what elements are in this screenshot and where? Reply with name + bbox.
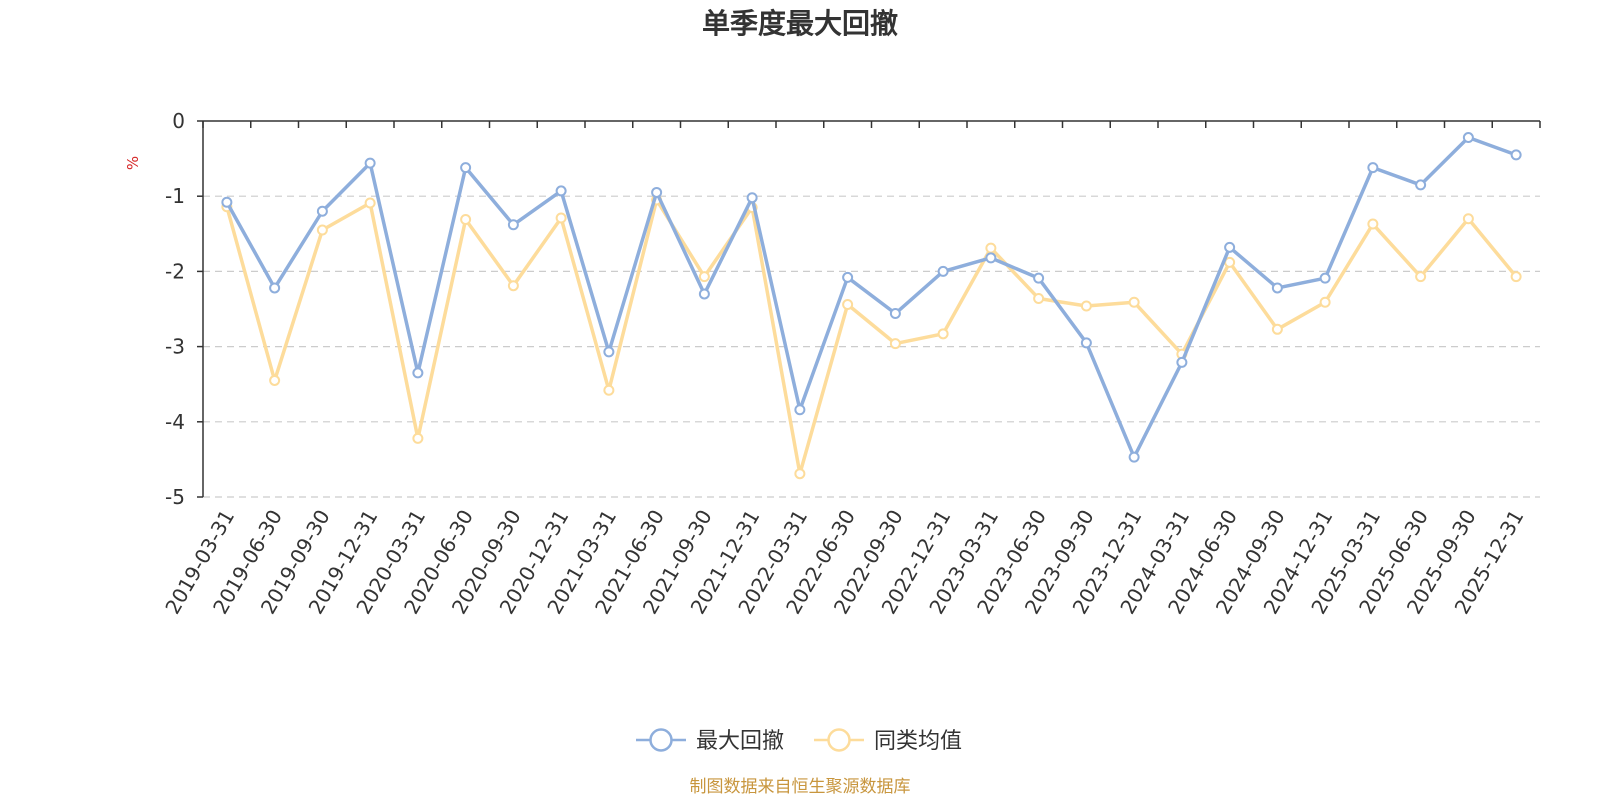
legend[interactable]: 最大回撤 同类均值: [636, 728, 962, 754]
data-point: [555, 185, 567, 197]
y-tick-label: -1: [165, 184, 185, 208]
data-point: [985, 252, 997, 264]
y-tick-label: -4: [165, 410, 185, 434]
y-tick-labels: 0 -1 -2 -3 -4 -5: [165, 109, 185, 509]
legend-marker-peer-average: [827, 728, 851, 752]
y-tick-label: -3: [165, 335, 185, 359]
data-point: [1224, 241, 1236, 253]
data-point: [889, 308, 901, 320]
data-point: [1462, 213, 1474, 225]
legend-item-max-drawdown[interactable]: 最大回撤: [636, 728, 784, 754]
data-point: [1033, 292, 1045, 304]
data-point: [651, 186, 663, 198]
data-point: [1462, 132, 1474, 144]
data-point: [985, 242, 997, 254]
series-max-drawdown: [221, 132, 1522, 463]
data-point: [364, 157, 376, 169]
data-point: [1128, 296, 1140, 308]
data-point: [460, 214, 472, 226]
data-point: [221, 196, 233, 208]
legend-label-peer-average: 同类均值: [874, 729, 962, 754]
data-point: [698, 288, 710, 300]
data-point: [794, 468, 806, 480]
data-point: [1319, 296, 1331, 308]
grid-lines: [197, 120, 1540, 498]
data-point: [1080, 300, 1092, 312]
x-tick-labels: 2019-03-312019-06-302019-09-302019-12-31…: [160, 506, 1528, 619]
data-point: [1510, 271, 1522, 283]
data-point: [603, 384, 615, 396]
data-point: [269, 374, 281, 386]
data-point: [364, 197, 376, 209]
legend-item-peer-average[interactable]: 同类均值: [814, 728, 962, 754]
data-point: [889, 338, 901, 350]
source-note: 制图数据来自恒生聚源数据库: [690, 777, 911, 797]
data-point: [603, 346, 615, 358]
y-tick-label: -2: [165, 259, 185, 283]
y-tick-label: -5: [165, 485, 185, 509]
data-point: [1271, 282, 1283, 294]
data-point: [937, 265, 949, 277]
data-point: [316, 224, 328, 236]
data-point: [1033, 272, 1045, 284]
data-point: [746, 192, 758, 204]
data-point: [842, 298, 854, 310]
data-point: [412, 432, 424, 444]
y-tick-label: 0: [172, 109, 185, 133]
data-point: [1271, 323, 1283, 335]
data-point: [316, 205, 328, 217]
data-point: [1415, 271, 1427, 283]
series-line: [225, 198, 1518, 476]
data-point: [507, 219, 519, 231]
data-point: [460, 162, 472, 174]
series-layer: [221, 132, 1522, 480]
data-point: [1415, 179, 1427, 191]
data-point: [1510, 149, 1522, 161]
data-point: [1080, 337, 1092, 349]
data-point: [842, 271, 854, 283]
chart-title: 单季度最大回撤: [702, 7, 898, 40]
y-axis-unit: %: [124, 156, 142, 170]
data-point: [698, 271, 710, 283]
data-point: [269, 282, 281, 294]
data-point: [1176, 356, 1188, 368]
legend-marker-max-drawdown: [649, 728, 673, 752]
data-point: [937, 328, 949, 340]
data-point: [1367, 218, 1379, 230]
data-point: [1367, 162, 1379, 174]
axes: [202, 120, 1541, 497]
series-peer-average: [221, 194, 1522, 480]
data-point: [1319, 272, 1331, 284]
data-point: [555, 212, 567, 224]
data-point: [1128, 451, 1140, 463]
legend-label-max-drawdown: 最大回撤: [696, 729, 784, 754]
data-point: [794, 404, 806, 416]
data-point: [507, 280, 519, 292]
data-point: [412, 367, 424, 379]
series-line: [225, 135, 1518, 459]
